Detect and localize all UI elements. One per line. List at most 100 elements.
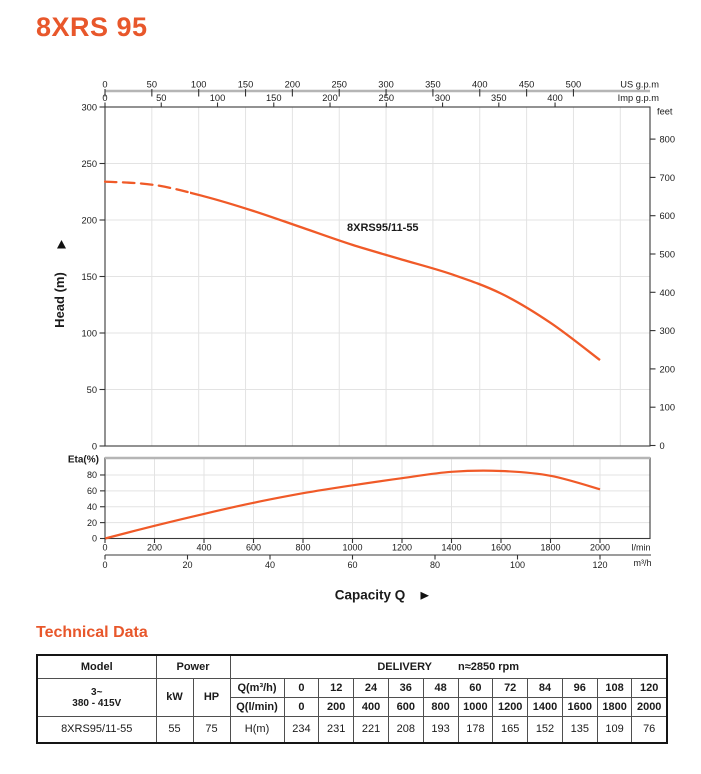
- axis-tick-label: 150: [81, 272, 97, 282]
- hp-header: HP: [192, 678, 231, 717]
- axis-tick-label: 100: [210, 93, 226, 103]
- table-cell: 400: [353, 697, 389, 717]
- axis-tick-label: 50: [147, 80, 157, 90]
- table-cell: 221: [353, 716, 389, 744]
- axis-tick-label: 250: [81, 159, 97, 169]
- delivery-header: DELIVERY n≈2850 rpm: [229, 654, 668, 679]
- kw-header: kW: [155, 678, 194, 717]
- axis-tick-label: 0: [102, 93, 107, 103]
- q-m3h-label: Q(m³/h): [229, 678, 285, 698]
- table-cell: 1000: [457, 697, 494, 717]
- axis-tick-label: 100: [191, 80, 207, 90]
- axis-tick-label: 300: [378, 80, 394, 90]
- table-cell: 135: [561, 716, 598, 744]
- axis-tick-label: 0: [102, 80, 107, 90]
- table-row: 3~ 380 - 415V kW HP Q(m³/h) 0 12 24 36 48 60 7…: [36, 678, 668, 717]
- eta-axis-title: Eta(%): [68, 455, 99, 466]
- axis-tick-label: 100: [510, 560, 525, 570]
- table-cell: 800: [422, 697, 459, 717]
- axis-tick-label: 400: [472, 80, 488, 90]
- technical-data-heading: Technical Data: [36, 624, 148, 641]
- axis-tick-label: 40: [87, 502, 97, 512]
- capacity-axis-label: Capacity Q: [335, 588, 406, 603]
- us-gpm-axis: 0 50 100 150 200 250 300 350 400 450 500 US g.p.m: [102, 80, 659, 97]
- table-cell: 200: [318, 697, 355, 717]
- table-row: Q(l/min) 0 200 400 600 800 1000 1200 1400 1600 18…: [37, 697, 668, 717]
- technical-data-table: Model Power DELIVERY n≈2850 rpm 3~ 380 - …: [36, 654, 668, 744]
- m3h-unit-label: m³/h: [634, 558, 652, 568]
- axis-tick-label: 60: [87, 486, 97, 496]
- voltage-label: 380 - 415V: [72, 697, 122, 709]
- table-cell: 109: [596, 716, 633, 744]
- axis-tick-label: 600: [660, 211, 676, 221]
- axis-tick-label: 20: [87, 518, 97, 528]
- up-arrow-icon: [57, 240, 66, 249]
- axis-tick-label: 250: [379, 93, 395, 103]
- table-cell: 2000: [631, 697, 668, 717]
- table-cell: 165: [492, 716, 529, 744]
- table-cell: 178: [457, 716, 494, 744]
- axis-tick-label: 80: [430, 560, 440, 570]
- kw-value: 55: [155, 716, 194, 744]
- lmin-unit-label: l/min: [632, 543, 651, 553]
- table-cell: 1600: [561, 697, 598, 717]
- axis-tick-label: 60: [347, 560, 357, 570]
- axis-tick-label: 1800: [540, 543, 560, 553]
- axis-tick-label: 700: [660, 173, 676, 183]
- axis-tick-label: 300: [81, 103, 97, 113]
- table-cell: 1800: [596, 697, 633, 717]
- axis-tick-label: 300: [660, 326, 676, 336]
- axis-tick-label: 0: [92, 442, 97, 452]
- power-header: Power: [155, 654, 231, 679]
- table-row: 8XRS95/11-55 55 75 H(m) 234 231 221 208 193 1…: [36, 716, 668, 744]
- feet-unit-label: feet: [657, 107, 673, 117]
- head-axis-title: Head (m): [52, 272, 67, 328]
- axis-tick-label: 0: [102, 543, 107, 553]
- axis-tick-label: 800: [295, 543, 310, 553]
- eta-plot-border: [104, 457, 651, 540]
- rpm-label: n≈2850 rpm: [457, 660, 520, 673]
- axis-tick-label: 80: [87, 470, 97, 480]
- table-cell: 600: [387, 697, 424, 717]
- table-cell: 231: [318, 716, 355, 744]
- axis-tick-label: 800: [660, 135, 676, 145]
- head-m-axis: 0 50 100 150 200 250 300: [81, 103, 105, 452]
- main-gridlines: [105, 107, 650, 446]
- axis-tick-label: 400: [660, 288, 676, 298]
- axis-tick-label: 120: [592, 560, 607, 570]
- axis-tick-label: 0: [92, 534, 97, 544]
- table-cell: 76: [631, 716, 668, 744]
- right-arrow-icon: [420, 591, 429, 600]
- table-cell: 24: [353, 678, 389, 698]
- axis-tick-label: 500: [660, 250, 676, 260]
- axis-tick-label: 20: [182, 560, 192, 570]
- axis-tick-label: 200: [322, 93, 338, 103]
- imp-gpm-unit-label: Imp g.p.m: [618, 93, 660, 103]
- axis-tick-label: 400: [547, 93, 563, 103]
- axis-tick-label: 40: [265, 560, 275, 570]
- table-header-row: Model Power DELIVERY n≈2850 rpm: [36, 654, 668, 679]
- table-cell: 108: [596, 678, 633, 698]
- axis-tick-label: 2000: [590, 543, 610, 553]
- head-curve: [190, 191, 601, 362]
- axis-tick-label: 300: [435, 93, 451, 103]
- model-header: Model: [36, 654, 157, 679]
- axis-tick-label: 150: [238, 80, 254, 90]
- axis-tick-label: 100: [660, 403, 676, 413]
- table-cell: 36: [387, 678, 424, 698]
- axis-tick-label: 450: [519, 80, 535, 90]
- table-cell: 96: [561, 678, 598, 698]
- feet-axis: 0 100 200 300 400 500 600 700 800 feet: [650, 107, 676, 451]
- axis-tick-label: 200: [285, 80, 301, 90]
- axis-tick-label: 1600: [491, 543, 511, 553]
- table-cell: 234: [283, 716, 320, 744]
- axis-tick-label: 150: [266, 93, 282, 103]
- eta-curve: [104, 469, 601, 540]
- hp-value: 75: [192, 716, 231, 744]
- pump-chart-svg: 0 50 100 150 200 250 300 350 400 450 500 US g.p.m0 5…: [52, 80, 676, 603]
- axis-tick-label: 1200: [392, 543, 412, 553]
- eta-axis: 0 20 40 60 80 Eta(%): [68, 455, 105, 544]
- axis-tick-label: 50: [87, 385, 97, 395]
- axis-tick-label: 350: [491, 93, 507, 103]
